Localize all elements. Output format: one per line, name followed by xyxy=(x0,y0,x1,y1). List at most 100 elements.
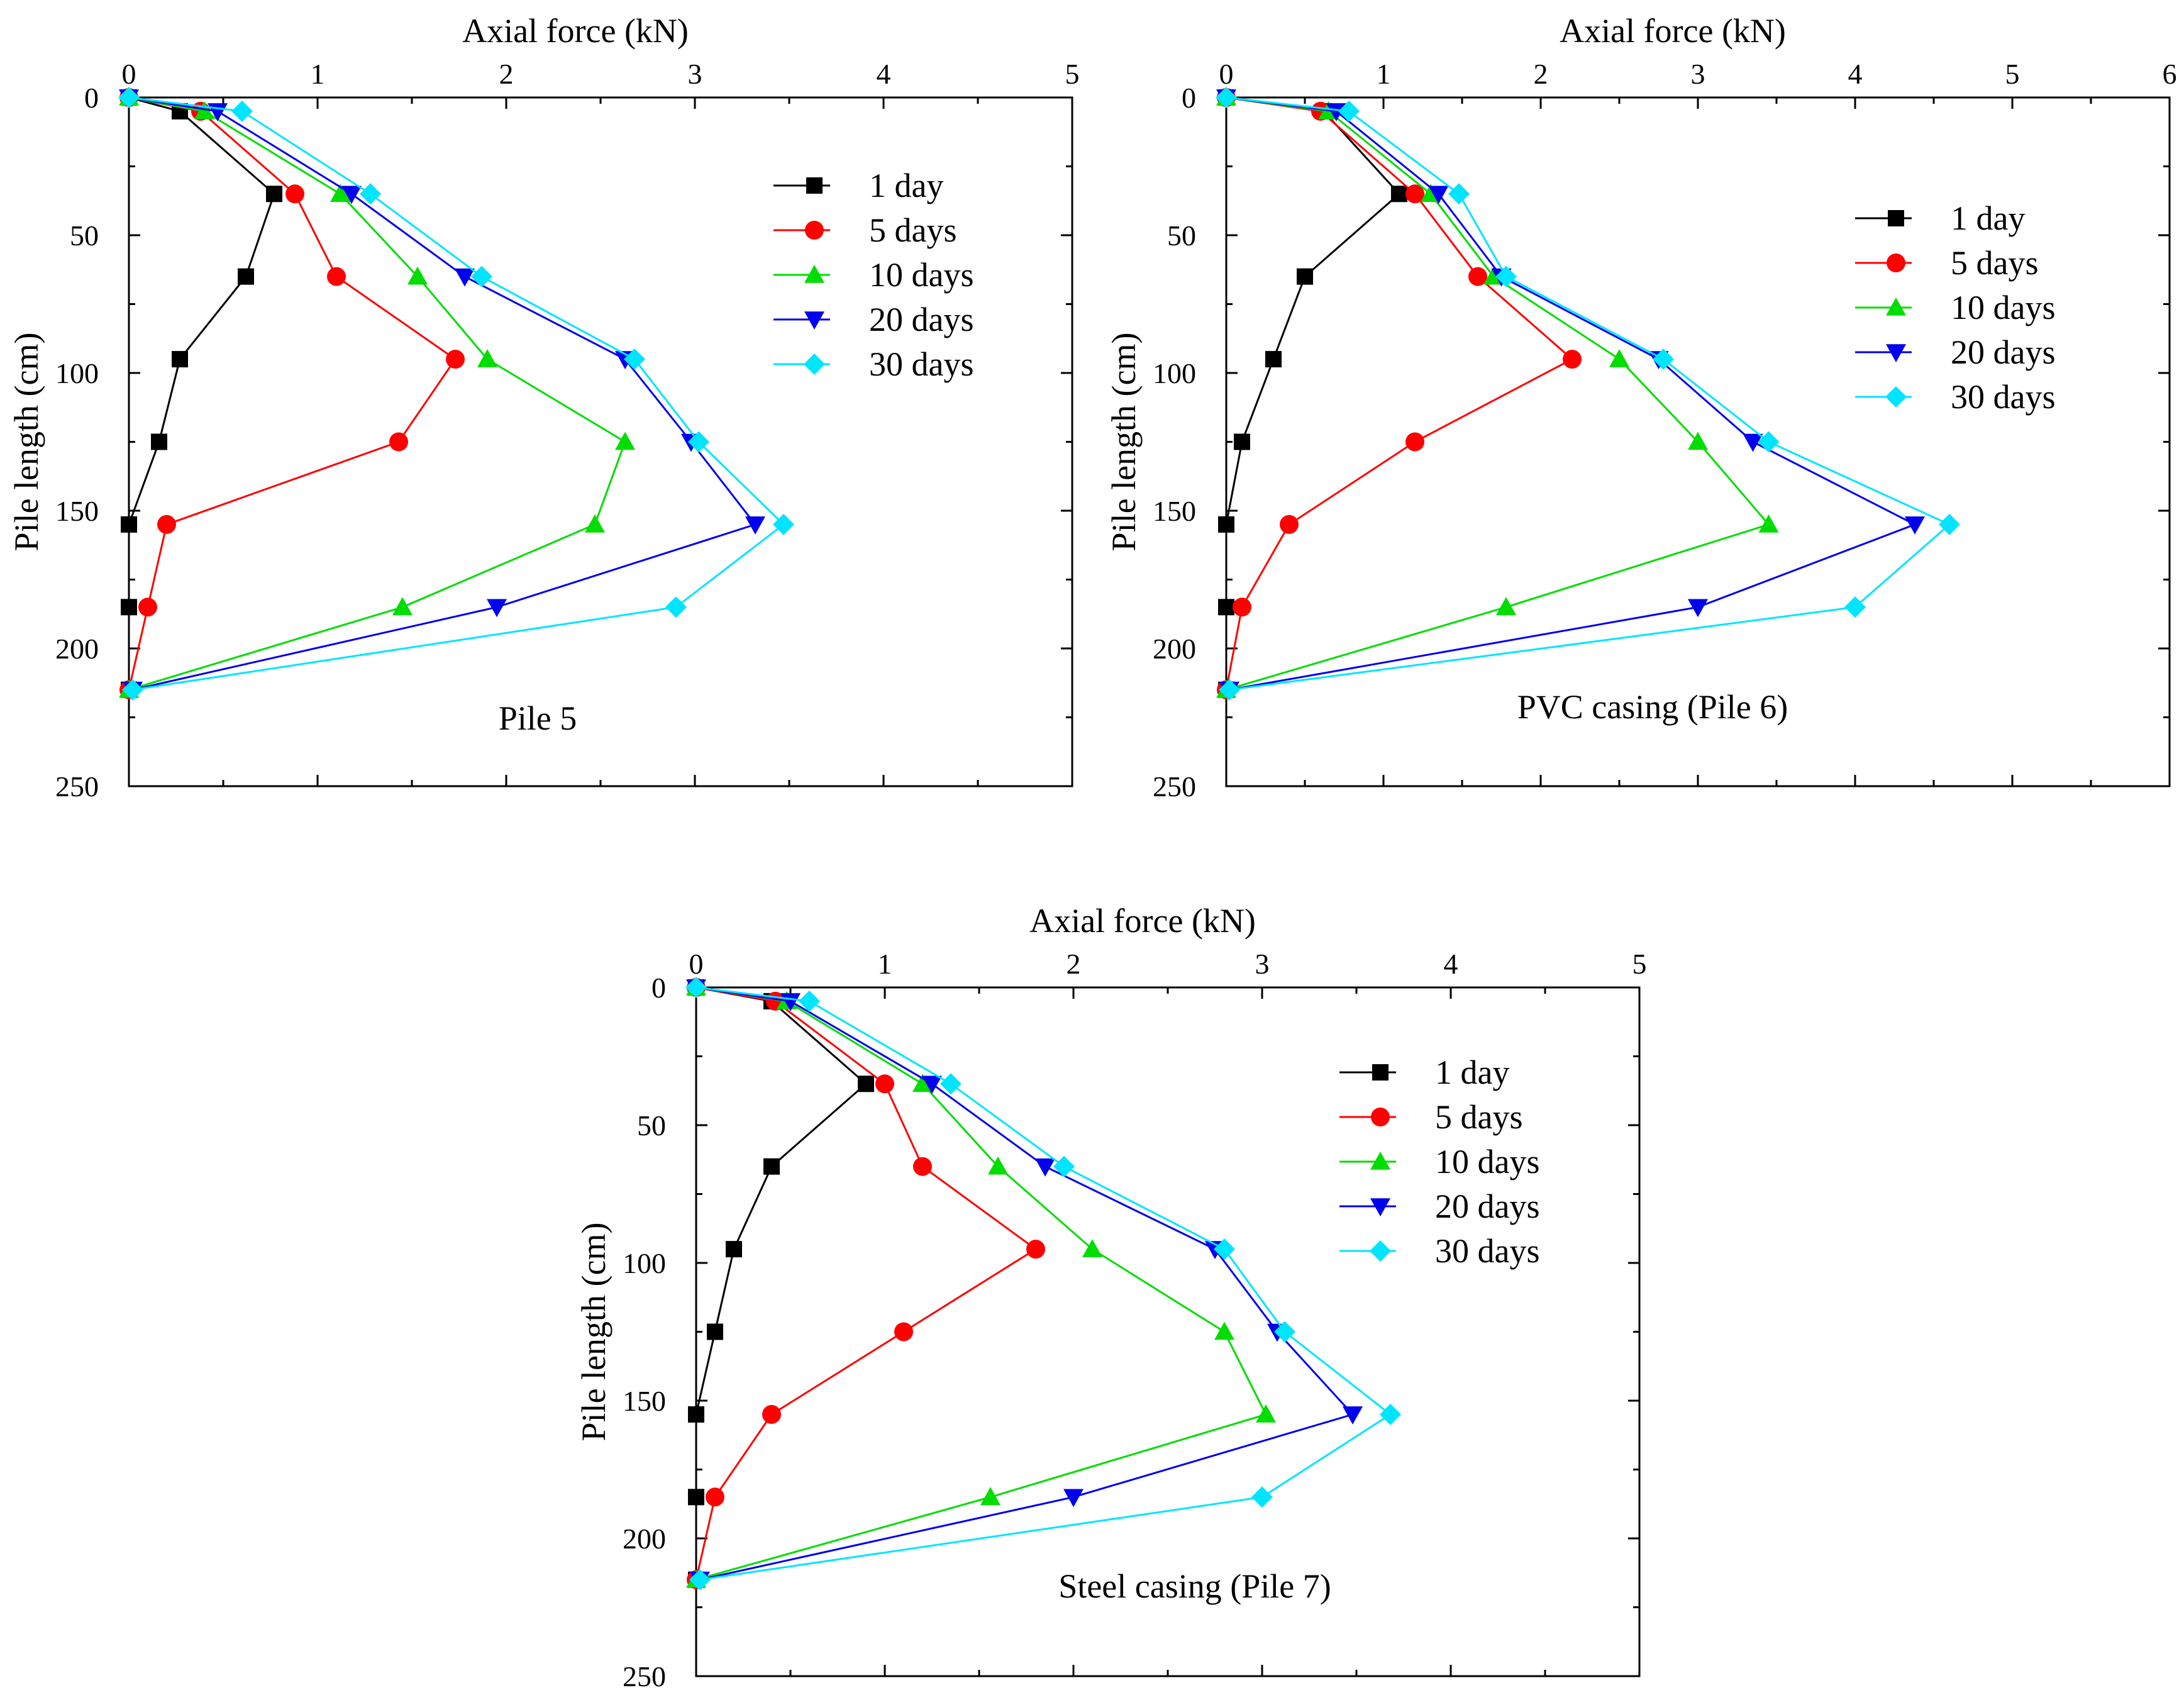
y-tick-label: 200 xyxy=(1153,633,1196,665)
data-point xyxy=(1251,1486,1273,1508)
y-tick-label: 0 xyxy=(1182,82,1196,114)
legend-marker xyxy=(805,221,824,240)
legend-marker xyxy=(1888,210,1904,226)
data-point xyxy=(665,596,687,618)
series-line xyxy=(696,986,1392,1581)
series-line xyxy=(1226,96,1917,691)
data-point xyxy=(988,1156,1008,1175)
data-point xyxy=(1216,87,1237,108)
x-tick-label: 4 xyxy=(1444,948,1458,980)
series-30-days xyxy=(1216,87,1960,701)
panel-label: Pile 5 xyxy=(499,699,577,737)
legend-marker xyxy=(1371,1108,1390,1126)
data-point xyxy=(194,101,214,119)
data-point xyxy=(1297,268,1313,285)
series-line xyxy=(1226,96,1951,691)
data-point xyxy=(471,265,492,287)
legend-marker xyxy=(1372,1064,1389,1081)
data-point xyxy=(121,599,137,616)
legend-marker xyxy=(1370,1240,1391,1262)
data-point xyxy=(341,186,362,204)
data-point xyxy=(1214,1321,1234,1340)
data-point xyxy=(762,1404,781,1424)
series-5-days xyxy=(1217,88,1582,699)
data-point xyxy=(1063,1489,1084,1508)
data-point xyxy=(688,1489,704,1506)
data-point xyxy=(940,1073,962,1095)
legend-marker xyxy=(1370,1152,1390,1170)
data-point xyxy=(585,514,605,533)
y-tick-label: 250 xyxy=(623,1660,666,1692)
data-point xyxy=(894,1322,913,1342)
data-point xyxy=(1653,348,1674,370)
data-point xyxy=(1496,597,1516,616)
data-point xyxy=(799,990,820,1012)
data-point xyxy=(392,597,413,616)
data-point xyxy=(1233,597,1251,617)
data-point xyxy=(266,186,282,203)
data-point xyxy=(615,431,635,450)
data-point xyxy=(238,268,254,285)
x-tick-label: 0 xyxy=(689,948,704,980)
data-point xyxy=(118,87,140,108)
legend-label: 10 days xyxy=(1435,1143,1539,1181)
data-point xyxy=(688,431,709,453)
legend-label: 30 days xyxy=(1435,1232,1539,1270)
legend-marker xyxy=(1886,297,1906,316)
data-point xyxy=(1468,267,1487,286)
data-point xyxy=(980,1487,1001,1506)
legend-label: 1 day xyxy=(869,167,943,204)
data-point xyxy=(1743,433,1763,452)
x-tick-label: 2 xyxy=(499,58,514,90)
x-tick-label: 5 xyxy=(1632,948,1647,980)
data-point xyxy=(389,432,408,452)
data-point xyxy=(477,349,497,367)
data-point xyxy=(1609,349,1629,367)
data-point xyxy=(487,599,507,618)
x-tick-label: 5 xyxy=(2005,58,2020,90)
data-point xyxy=(858,1075,874,1092)
data-point xyxy=(1026,1240,1045,1259)
data-point xyxy=(1214,1238,1235,1260)
legend-label: 20 days xyxy=(869,301,973,338)
x-axis-title: Axial force (kN) xyxy=(1029,902,1256,940)
legend-marker xyxy=(804,265,824,283)
legend-label: 20 days xyxy=(1951,333,2055,371)
y-tick-label: 150 xyxy=(623,1385,666,1417)
data-point xyxy=(138,597,157,617)
data-point xyxy=(172,351,188,368)
x-tick-label: 1 xyxy=(1377,58,1391,90)
x-tick-label: 6 xyxy=(2163,58,2177,90)
series-line xyxy=(1225,96,1401,690)
data-point xyxy=(1939,513,1960,535)
data-point xyxy=(121,516,137,533)
data-point xyxy=(1405,432,1424,452)
y-tick-label: 0 xyxy=(651,972,666,1004)
x-tick-label: 4 xyxy=(877,58,891,90)
series-30-days xyxy=(118,87,794,701)
data-point xyxy=(1688,431,1708,450)
data-point xyxy=(1758,431,1780,453)
data-point xyxy=(1280,514,1299,534)
x-tick-label: 3 xyxy=(1691,58,1705,90)
y-tick-label: 150 xyxy=(55,495,99,527)
data-point xyxy=(1218,599,1234,616)
y-tick-label: 200 xyxy=(55,633,99,665)
data-point xyxy=(875,1074,894,1094)
data-point xyxy=(407,266,428,285)
data-point xyxy=(1391,186,1407,203)
legend-marker xyxy=(1370,1198,1390,1216)
data-point xyxy=(685,977,707,998)
legend-label: 10 days xyxy=(869,256,973,294)
data-point xyxy=(1405,184,1424,204)
legend-marker xyxy=(804,311,824,330)
x-axis-title: Axial force (kN) xyxy=(1560,12,1786,50)
data-point xyxy=(1343,1406,1363,1425)
y-tick-label: 150 xyxy=(1153,495,1196,527)
x-axis-title: Axial force (kN) xyxy=(462,12,689,50)
data-point xyxy=(1448,183,1470,205)
data-point xyxy=(1035,1158,1055,1177)
x-tick-label: 1 xyxy=(878,948,892,980)
